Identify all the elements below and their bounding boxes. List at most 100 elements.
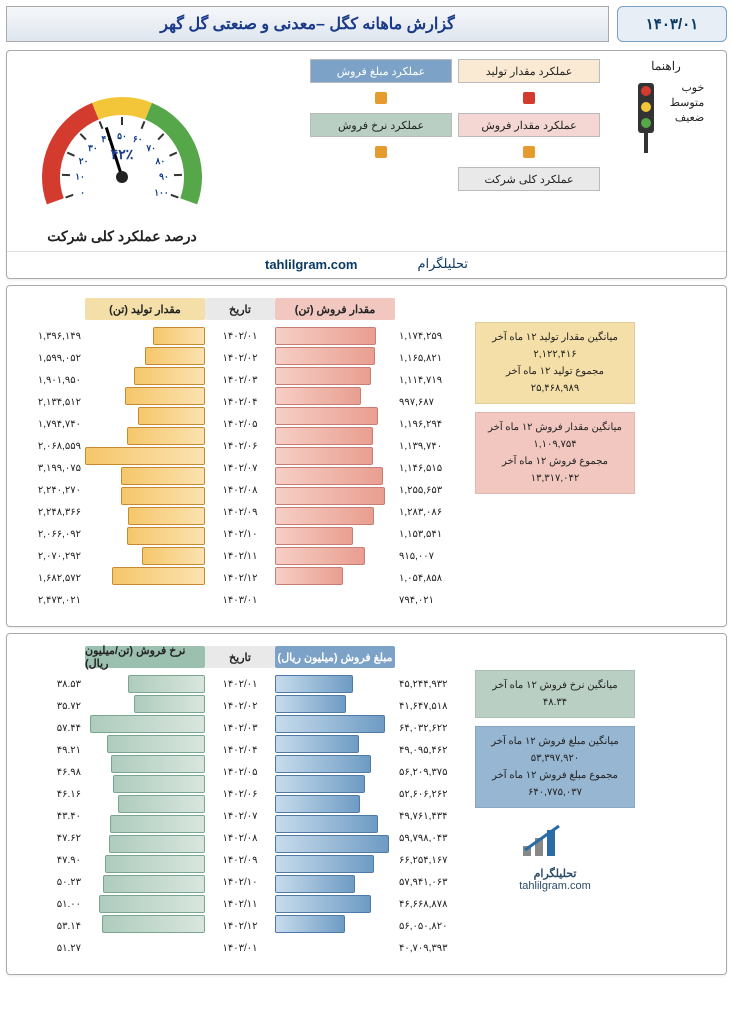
value-cell: ۲,۰۶۸,۵۵۹ bbox=[15, 436, 85, 456]
bar bbox=[113, 775, 205, 793]
value-cell: ۴۵,۲۴۴,۹۳۲ bbox=[395, 674, 475, 694]
gauge-icon: ۰۱۰۲۰۳۰۴۰۵۰۶۰۷۰۸۰۹۰۱۰۰۴۲٪ bbox=[17, 57, 227, 207]
value-cell: ۲,۰۷۰,۲۹۲ bbox=[15, 546, 85, 566]
date-cell: ۱۴۰۲/۰۹ bbox=[205, 850, 275, 870]
date-cell: ۱۴۰۲/۱۱ bbox=[205, 546, 275, 566]
value-cell: ۵۶,۰۵۰,۸۲۰ bbox=[395, 916, 475, 936]
kpi-grid: عملکرد مقدار تولیدعملکرد مبلغ فروشعملکرد… bbox=[237, 51, 606, 251]
date-cell: ۱۴۰۲/۱۲ bbox=[205, 916, 275, 936]
svg-text:۱۰: ۱۰ bbox=[75, 172, 85, 182]
bar bbox=[275, 815, 378, 833]
value-cell: ۳,۱۹۹,۰۷۵ bbox=[15, 458, 85, 478]
bar bbox=[128, 675, 205, 693]
bar bbox=[99, 895, 205, 913]
bar bbox=[121, 487, 205, 505]
value-cell: ۴۱,۶۴۷,۵۱۸ bbox=[395, 696, 475, 716]
date-cell: ۱۴۰۲/۰۳ bbox=[205, 370, 275, 390]
bar bbox=[275, 755, 371, 773]
site-brand: تحلیلگرام bbox=[417, 256, 468, 272]
traffic-light-icon: خوبمتوسطضعیف bbox=[628, 79, 705, 159]
value-cell: ۱,۳۹۶,۱۴۹ bbox=[15, 326, 85, 346]
site-url: tahlilgram.com bbox=[265, 257, 357, 272]
value-cell: ۴۶.۱۶ bbox=[15, 784, 85, 804]
value-cell: ۳۸.۵۳ bbox=[15, 674, 85, 694]
brand-logo: تحلیلگرامtahlilgram.com bbox=[475, 816, 635, 892]
kpi-overall: عملکرد کلی شرکت bbox=[458, 167, 600, 191]
bar bbox=[110, 815, 205, 833]
report-date: ۱۴۰۳/۰۱ bbox=[617, 6, 727, 42]
stat-card: میانگین مقدار فروش ۱۲ ماه آخر۱,۱۰۹,۷۵۴مج… bbox=[475, 412, 635, 494]
date-cell: ۱۴۰۲/۰۹ bbox=[205, 502, 275, 522]
legend-level: ضعیف bbox=[670, 111, 705, 124]
bar bbox=[125, 387, 205, 405]
value-cell: ۱,۹۰۱,۹۵۰ bbox=[15, 370, 85, 390]
bar bbox=[142, 547, 205, 565]
date-cell: ۱۴۰۲/۰۸ bbox=[205, 828, 275, 848]
value-cell: ۴۹,۰۹۵,۴۶۲ bbox=[395, 740, 475, 760]
value-cell: ۹۱۵,۰۰۷ bbox=[395, 546, 475, 566]
bar bbox=[275, 835, 389, 853]
legend: راهنما خوبمتوسطضعیف bbox=[606, 51, 726, 251]
value-cell: ۱,۱۷۴,۲۵۹ bbox=[395, 326, 475, 346]
value-cell: ۶۶,۲۵۴,۱۶۷ bbox=[395, 850, 475, 870]
value-cell: ۵۰.۲۳ bbox=[15, 872, 85, 892]
value-cell: ۱,۱۱۴,۷۱۹ bbox=[395, 370, 475, 390]
value-cell: ۱,۱۶۵,۸۲۱ bbox=[395, 348, 475, 368]
value-cell: ۹۹۷,۶۸۷ bbox=[395, 392, 475, 412]
bar bbox=[145, 347, 205, 365]
bar bbox=[85, 447, 205, 465]
value-cell: ۴۶,۶۶۸,۸۷۸ bbox=[395, 894, 475, 914]
column-header: مقدار تولید (تن) bbox=[85, 298, 205, 320]
column-header: مبلغ فروش (میلیون ریال) bbox=[275, 646, 395, 668]
bar bbox=[109, 835, 205, 853]
date-cell: ۱۴۰۲/۰۵ bbox=[205, 762, 275, 782]
value-cell: ۴۷.۶۲ bbox=[15, 828, 85, 848]
bar bbox=[275, 487, 385, 505]
svg-text:۰: ۰ bbox=[80, 187, 85, 197]
kpi-cell: عملکرد مبلغ فروش bbox=[310, 59, 452, 83]
svg-text:۹۰: ۹۰ bbox=[159, 172, 169, 182]
svg-text:۴۲٪: ۴۲٪ bbox=[111, 146, 134, 162]
value-cell: ۴۹,۷۶۱,۴۳۴ bbox=[395, 806, 475, 826]
value-cell: ۲,۴۷۳,۰۲۱ bbox=[15, 590, 85, 610]
bar bbox=[102, 915, 205, 933]
svg-text:۱۰۰: ۱۰۰ bbox=[154, 187, 169, 197]
value-cell: ۱,۱۵۳,۵۴۱ bbox=[395, 524, 475, 544]
bar bbox=[275, 527, 353, 545]
bar bbox=[275, 387, 361, 405]
value-cell: ۲,۱۳۴,۵۱۲ bbox=[15, 392, 85, 412]
svg-text:۲۰: ۲۰ bbox=[79, 156, 89, 166]
value-cell: ۲,۲۴۸,۳۶۶ bbox=[15, 502, 85, 522]
bar bbox=[275, 695, 346, 713]
value-cell: ۱,۲۵۵,۶۵۳ bbox=[395, 480, 475, 500]
bar bbox=[275, 407, 378, 425]
bar bbox=[275, 895, 371, 913]
svg-text:۷۰: ۷۰ bbox=[145, 143, 156, 153]
svg-text:۶۰: ۶۰ bbox=[133, 134, 143, 144]
bar bbox=[275, 327, 376, 345]
value-cell: ۷۹۴,۰۲۱ bbox=[395, 590, 475, 610]
bar bbox=[128, 507, 205, 525]
column-header: مقدار فروش (تن) bbox=[275, 298, 395, 320]
column-header: تاریخ bbox=[205, 298, 275, 320]
bar bbox=[127, 527, 205, 545]
value-cell: ۱,۵۹۹,۰۵۲ bbox=[15, 348, 85, 368]
status-dot bbox=[523, 92, 535, 104]
bar bbox=[134, 695, 205, 713]
value-cell: ۴۳.۴۰ bbox=[15, 806, 85, 826]
date-cell: ۱۴۰۲/۰۷ bbox=[205, 806, 275, 826]
bar bbox=[275, 447, 373, 465]
value-cell: ۱,۷۹۴,۷۴۰ bbox=[15, 414, 85, 434]
svg-text:۳۰: ۳۰ bbox=[88, 143, 98, 153]
production-sales-panel: ۱,۳۹۶,۱۴۹۱,۵۹۹,۰۵۲۱,۹۰۱,۹۵۰۲,۱۳۴,۵۱۲۱,۷۹… bbox=[6, 285, 727, 627]
date-cell: ۱۴۰۲/۱۰ bbox=[205, 872, 275, 892]
bar bbox=[275, 795, 360, 813]
bar bbox=[275, 675, 353, 693]
bar bbox=[107, 735, 205, 753]
value-cell: ۵۷.۴۴ bbox=[15, 718, 85, 738]
value-cell: ۵۱.۲۷ bbox=[15, 938, 85, 958]
value-cell: ۵۷,۹۴۱,۰۶۳ bbox=[395, 872, 475, 892]
column-header: تاریخ bbox=[205, 646, 275, 668]
bar bbox=[138, 407, 205, 425]
value-cell: ۵۱.۰۰ bbox=[15, 894, 85, 914]
